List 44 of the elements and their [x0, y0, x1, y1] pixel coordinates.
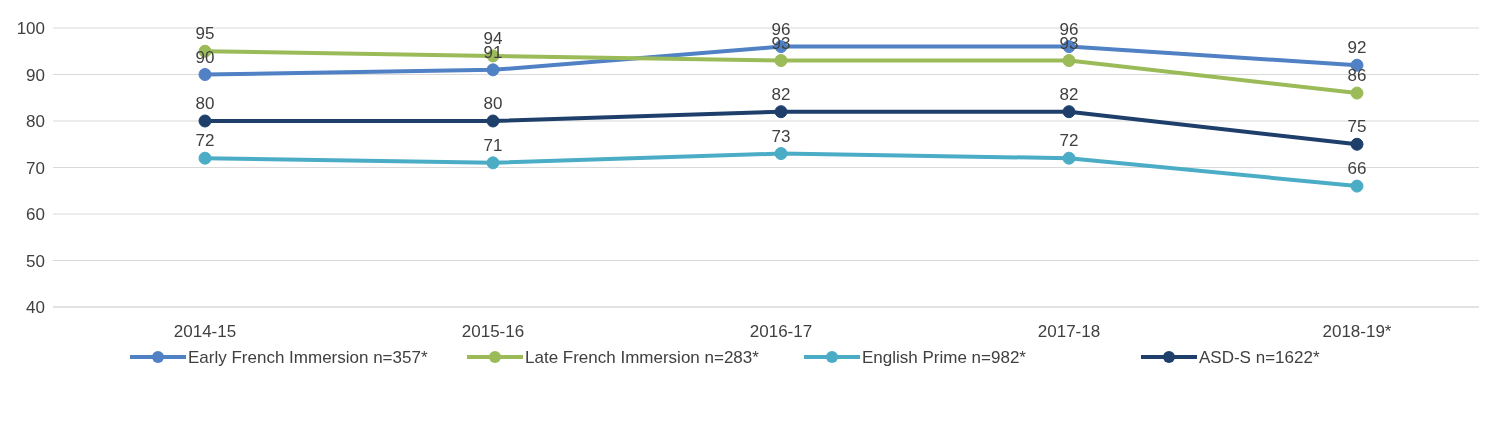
- point: [1062, 151, 1076, 165]
- x-tick-label: 2014-15: [173, 322, 237, 342]
- point: [774, 147, 788, 161]
- y-tick-label: 90: [26, 65, 45, 85]
- legend-label: ASD-S n=1622*: [1199, 347, 1321, 369]
- data-label: 75: [1347, 117, 1367, 137]
- data-label: 80: [483, 94, 503, 113]
- data-label: 95: [195, 24, 215, 44]
- point: [486, 63, 500, 77]
- data-label: 82: [771, 84, 791, 104]
- data-label: 86: [1347, 66, 1367, 86]
- legend-label: Early French Immersion n=357*: [188, 347, 428, 369]
- data-label: 80: [195, 94, 215, 113]
- y-tick-label: 70: [26, 158, 45, 178]
- point: [1350, 179, 1364, 193]
- point: [1062, 105, 1076, 119]
- legend-label: Late French Immersion n=283*: [525, 347, 760, 369]
- y-tick-label: 50: [26, 251, 45, 271]
- point: [774, 54, 788, 68]
- point: [198, 151, 212, 165]
- point: [198, 114, 212, 128]
- data-label: 71: [483, 135, 503, 155]
- point: [486, 114, 500, 128]
- data-label: 82: [1059, 84, 1079, 104]
- point: [486, 156, 500, 170]
- x-tick-label: 2015-16: [461, 322, 525, 342]
- point: [198, 68, 212, 81]
- point: [774, 105, 788, 119]
- data-label: 92: [1347, 38, 1367, 58]
- data-label: 72: [195, 131, 215, 151]
- point: [1062, 54, 1076, 68]
- y-tick-label: 100: [16, 19, 45, 39]
- data-label: 72: [1059, 131, 1079, 151]
- point: [1350, 137, 1364, 151]
- x-tick-label: 2016-17: [749, 322, 813, 342]
- y-tick-label: 60: [26, 205, 45, 225]
- x-tick-label: 2018-19*: [1322, 322, 1392, 342]
- point: [1350, 86, 1364, 100]
- data-label: 66: [1347, 159, 1367, 179]
- x-tick-label: 2017-18: [1037, 322, 1101, 342]
- data-label: 73: [771, 126, 791, 146]
- y-tick-label: 40: [26, 298, 45, 318]
- y-tick-label: 80: [26, 112, 45, 132]
- legend-label: English Prime n=982*: [862, 347, 1027, 369]
